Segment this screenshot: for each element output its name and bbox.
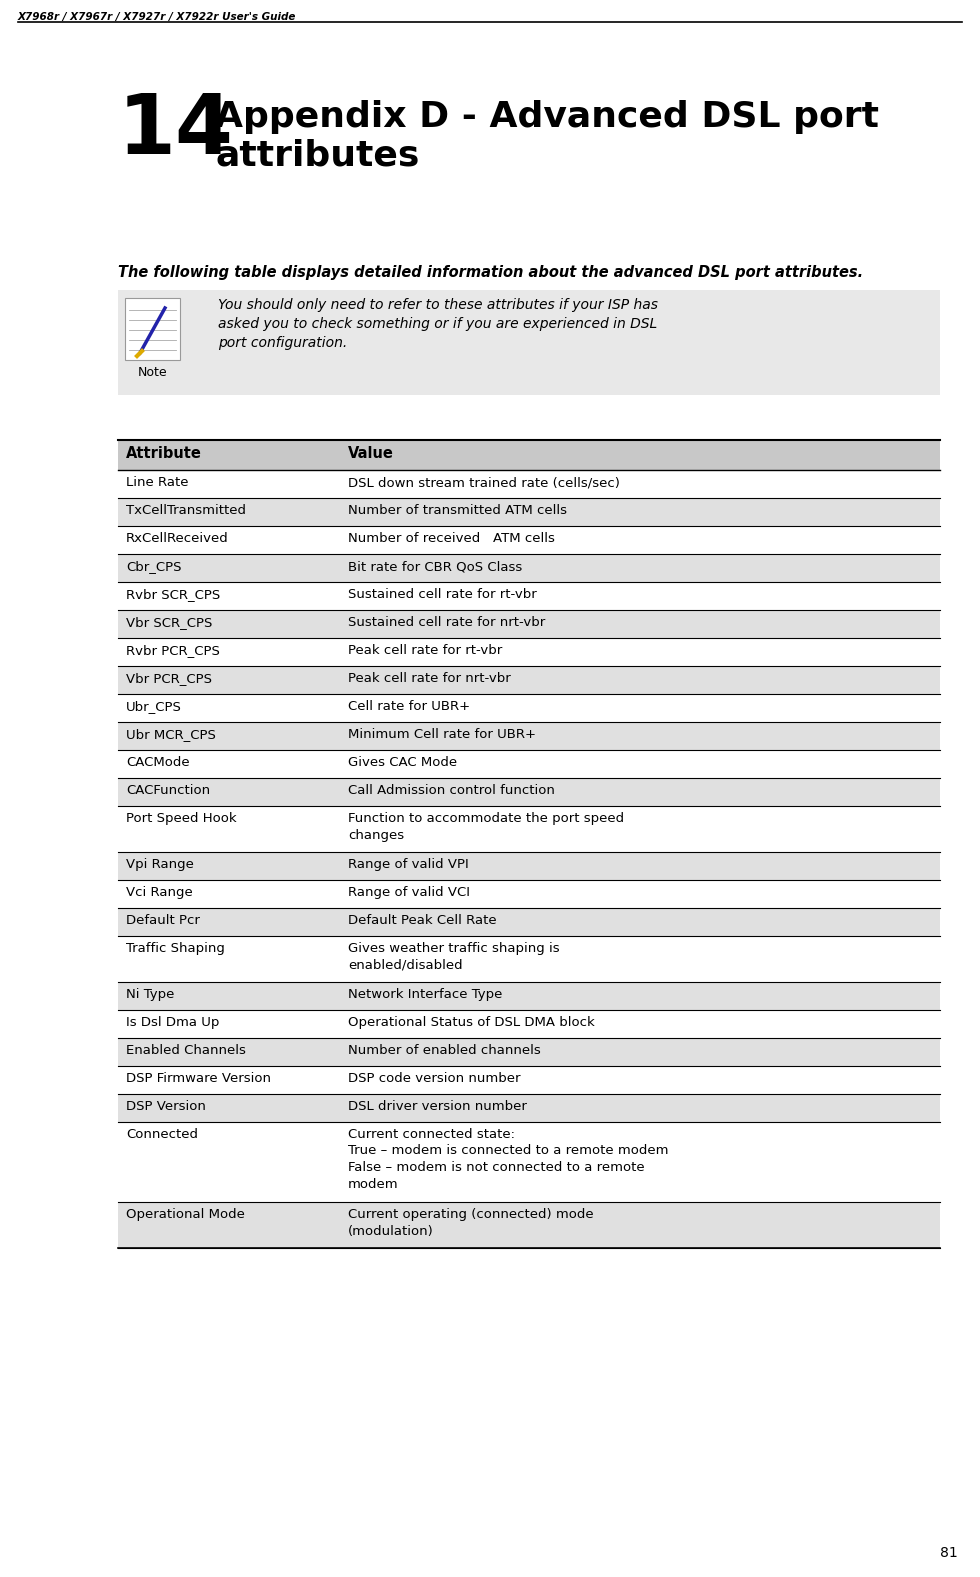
Text: CACMode: CACMode bbox=[126, 755, 189, 770]
Text: Network Interface Type: Network Interface Type bbox=[348, 989, 503, 1001]
Text: DSL down stream trained rate (cells/sec): DSL down stream trained rate (cells/sec) bbox=[348, 476, 620, 489]
Text: Operational Mode: Operational Mode bbox=[126, 1208, 245, 1221]
Text: Appendix D - Advanced DSL port
attributes: Appendix D - Advanced DSL port attribute… bbox=[215, 99, 879, 172]
Text: Sustained cell rate for rt-vbr: Sustained cell rate for rt-vbr bbox=[348, 588, 537, 601]
Text: Function to accommodate the port speed
changes: Function to accommodate the port speed c… bbox=[348, 812, 624, 842]
Text: DSL driver version number: DSL driver version number bbox=[348, 1101, 527, 1113]
Text: 14: 14 bbox=[118, 90, 234, 170]
Text: Sustained cell rate for nrt-vbr: Sustained cell rate for nrt-vbr bbox=[348, 617, 545, 629]
FancyBboxPatch shape bbox=[125, 298, 180, 360]
Text: Cell rate for UBR+: Cell rate for UBR+ bbox=[348, 700, 470, 713]
Text: X7968r / X7967r / X7927r / X7922r User's Guide: X7968r / X7967r / X7927r / X7922r User's… bbox=[18, 13, 296, 22]
Text: Ni Type: Ni Type bbox=[126, 989, 174, 1001]
Text: The following table displays detailed information about the advanced DSL port at: The following table displays detailed in… bbox=[118, 265, 863, 281]
Text: 81: 81 bbox=[940, 1545, 958, 1560]
Text: Gives weather traffic shaping is
enabled/disabled: Gives weather traffic shaping is enabled… bbox=[348, 941, 560, 971]
FancyBboxPatch shape bbox=[118, 1038, 940, 1066]
Text: Cbr_CPS: Cbr_CPS bbox=[126, 560, 181, 572]
Text: Range of valid VCI: Range of valid VCI bbox=[348, 886, 470, 899]
Text: Current connected state:
True – modem is connected to a remote modem
False – mod: Current connected state: True – modem is… bbox=[348, 1128, 668, 1191]
Text: Vpi Range: Vpi Range bbox=[126, 858, 194, 871]
Text: DSP Firmware Version: DSP Firmware Version bbox=[126, 1072, 271, 1085]
FancyBboxPatch shape bbox=[118, 852, 940, 880]
Text: Ubr_CPS: Ubr_CPS bbox=[126, 700, 182, 713]
Text: Minimum Cell rate for UBR+: Minimum Cell rate for UBR+ bbox=[348, 729, 536, 741]
Text: Peak cell rate for nrt-vbr: Peak cell rate for nrt-vbr bbox=[348, 672, 511, 684]
FancyBboxPatch shape bbox=[118, 982, 940, 1009]
Text: Traffic Shaping: Traffic Shaping bbox=[126, 941, 224, 956]
Text: Connected: Connected bbox=[126, 1128, 198, 1142]
Text: Default Pcr: Default Pcr bbox=[126, 915, 200, 927]
FancyBboxPatch shape bbox=[118, 290, 940, 394]
FancyBboxPatch shape bbox=[118, 440, 940, 470]
Text: DSP Version: DSP Version bbox=[126, 1101, 206, 1113]
Text: Default Peak Cell Rate: Default Peak Cell Rate bbox=[348, 915, 497, 927]
FancyBboxPatch shape bbox=[118, 498, 940, 527]
Text: Bit rate for CBR QoS Class: Bit rate for CBR QoS Class bbox=[348, 560, 522, 572]
Text: Vbr SCR_CPS: Vbr SCR_CPS bbox=[126, 617, 213, 629]
Text: Gives CAC Mode: Gives CAC Mode bbox=[348, 755, 457, 770]
Text: Peak cell rate for rt-vbr: Peak cell rate for rt-vbr bbox=[348, 643, 502, 658]
FancyBboxPatch shape bbox=[118, 610, 940, 639]
Text: Range of valid VPI: Range of valid VPI bbox=[348, 858, 468, 871]
Text: Operational Status of DSL DMA block: Operational Status of DSL DMA block bbox=[348, 1016, 595, 1030]
Text: TxCellTransmitted: TxCellTransmitted bbox=[126, 505, 246, 517]
Text: CACFunction: CACFunction bbox=[126, 784, 210, 796]
Text: Number of transmitted ATM cells: Number of transmitted ATM cells bbox=[348, 505, 567, 517]
FancyBboxPatch shape bbox=[118, 665, 940, 694]
Text: Ubr MCR_CPS: Ubr MCR_CPS bbox=[126, 729, 216, 741]
Text: Port Speed Hook: Port Speed Hook bbox=[126, 812, 236, 825]
Text: You should only need to refer to these attributes if your ISP has
asked you to c: You should only need to refer to these a… bbox=[218, 298, 658, 350]
FancyBboxPatch shape bbox=[118, 722, 940, 751]
Text: RxCellReceived: RxCellReceived bbox=[126, 531, 228, 546]
Text: Vci Range: Vci Range bbox=[126, 886, 193, 899]
Text: Enabled Channels: Enabled Channels bbox=[126, 1044, 246, 1057]
Text: Rvbr PCR_CPS: Rvbr PCR_CPS bbox=[126, 643, 220, 658]
Text: Number of enabled channels: Number of enabled channels bbox=[348, 1044, 541, 1057]
Text: Current operating (connected) mode
(modulation): Current operating (connected) mode (modu… bbox=[348, 1208, 594, 1238]
Text: DSP code version number: DSP code version number bbox=[348, 1072, 520, 1085]
Text: Rvbr SCR_CPS: Rvbr SCR_CPS bbox=[126, 588, 220, 601]
Text: Call Admission control function: Call Admission control function bbox=[348, 784, 555, 796]
Text: Is Dsl Dma Up: Is Dsl Dma Up bbox=[126, 1016, 220, 1030]
Text: Number of received   ATM cells: Number of received ATM cells bbox=[348, 531, 555, 546]
Text: Line Rate: Line Rate bbox=[126, 476, 188, 489]
FancyBboxPatch shape bbox=[118, 554, 940, 582]
Text: Value: Value bbox=[348, 446, 394, 460]
FancyBboxPatch shape bbox=[118, 1094, 940, 1121]
FancyBboxPatch shape bbox=[118, 908, 940, 937]
Text: Vbr PCR_CPS: Vbr PCR_CPS bbox=[126, 672, 212, 684]
FancyBboxPatch shape bbox=[118, 777, 940, 806]
Text: Note: Note bbox=[137, 366, 168, 378]
FancyBboxPatch shape bbox=[118, 1202, 940, 1247]
Text: Attribute: Attribute bbox=[126, 446, 202, 460]
